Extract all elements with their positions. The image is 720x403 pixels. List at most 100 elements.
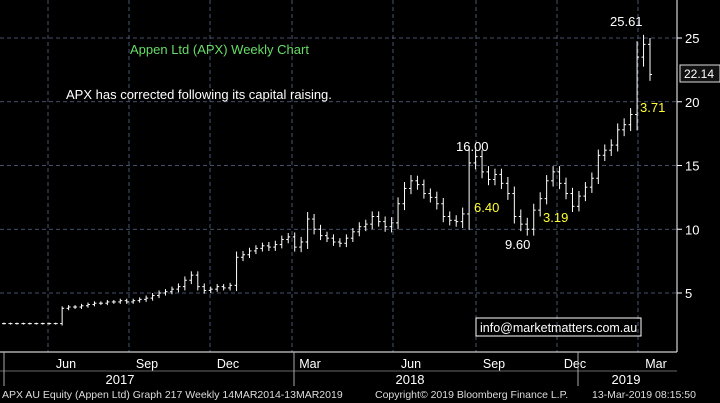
ohlc-bar xyxy=(318,224,323,241)
gridlines xyxy=(0,0,677,352)
ohlc-bar xyxy=(124,298,129,304)
ohlc-bar xyxy=(105,300,110,306)
footer-copyright: Copyright© 2019 Bloomberg Finance L.P. xyxy=(375,389,568,401)
ohlc-bar xyxy=(648,38,652,81)
x-month-label: Mar xyxy=(645,357,667,371)
ohlc-bar xyxy=(131,298,136,304)
y-tick-label: 20 xyxy=(685,95,699,110)
ohlc-bar xyxy=(337,238,342,248)
ohlc-bar xyxy=(460,207,465,228)
ohlc-bar xyxy=(8,322,13,325)
ohlc-bar xyxy=(221,284,226,291)
ohlc-bar xyxy=(441,198,446,223)
ohlc-bar xyxy=(350,227,355,242)
y-tick-label: 5 xyxy=(685,286,692,301)
ohlc-bar xyxy=(195,271,200,291)
ohlc-bar xyxy=(241,250,246,262)
ohlc-bar xyxy=(518,209,523,232)
ohlc-bar xyxy=(467,147,472,230)
ohlc-bar xyxy=(505,176,510,200)
contact-box xyxy=(475,317,642,337)
x-month-label: Sep xyxy=(483,357,505,371)
ohlc-bar xyxy=(408,175,413,195)
ohlc-bar xyxy=(247,247,252,258)
axes: 5 10 15 20 25 Jun Sep Dec Mar Jun Sep Dec Mar 2017 201… xyxy=(0,0,699,387)
y-tick-label: 15 xyxy=(685,159,699,174)
x-month-label: Dec xyxy=(564,357,586,371)
y-tick-label: 10 xyxy=(685,222,699,237)
ohlc-bar xyxy=(557,166,562,190)
ohlc-bar xyxy=(370,211,375,230)
price-annotations: 25.61 16.00 9.60 6.40 3.19 3.71 xyxy=(456,14,665,252)
ohlc-bar xyxy=(266,242,271,251)
ohlc-bar xyxy=(111,300,116,304)
ohlc-bar xyxy=(589,172,594,193)
price-bars xyxy=(2,34,652,326)
ohlc-bar xyxy=(325,231,329,242)
price-annotation: 6.40 xyxy=(474,200,499,215)
ohlc-bar xyxy=(486,166,491,186)
price-annotation: 3.71 xyxy=(640,100,665,115)
footer: APX AU Equity (Appen Ltd) Graph 217 Week… xyxy=(2,389,696,401)
ohlc-bar xyxy=(182,276,187,291)
ohlc-bar xyxy=(215,284,220,292)
price-annotation: 16.00 xyxy=(456,139,489,154)
x-month-label: Jun xyxy=(56,357,76,371)
ohlc-bar xyxy=(279,235,284,249)
ohlc-bar xyxy=(273,240,278,251)
ohlc-bar xyxy=(14,322,19,325)
ohlc-bar xyxy=(2,322,6,325)
ohlc-bar xyxy=(434,191,439,210)
ohlc-bar xyxy=(376,211,381,227)
ohlc-bar xyxy=(27,322,32,325)
ohlc-bar xyxy=(421,179,426,199)
ohlc-bar xyxy=(402,182,407,211)
last-price-box xyxy=(679,64,720,83)
ohlc-bar xyxy=(583,182,588,202)
ohlc-bar xyxy=(21,322,26,325)
ohlc-bar xyxy=(34,322,39,325)
ohlc-bar xyxy=(79,303,84,309)
ohlc-bar xyxy=(305,212,310,250)
x-month-label: Jun xyxy=(401,357,421,371)
ohlc-bar xyxy=(40,322,45,325)
ohlc-bar xyxy=(576,191,581,212)
ohlc-bar xyxy=(389,217,394,233)
ohlc-bar xyxy=(615,123,620,152)
ohlc-bar xyxy=(60,306,65,326)
ohlc-bar xyxy=(357,222,362,237)
ohlc-bar xyxy=(150,293,155,301)
ohlc-bar xyxy=(609,139,614,156)
ohlc-bar xyxy=(253,245,258,255)
last-price-marker: 22.14 xyxy=(679,64,720,83)
contact-email[interactable]: info@marketmatters.com.au xyxy=(480,321,637,335)
x-year-label: 2017 xyxy=(106,372,135,387)
ohlc-bar xyxy=(118,298,123,304)
ohlc-bar xyxy=(544,175,549,205)
ohlc-bar xyxy=(85,302,90,308)
ohlc-bar xyxy=(73,305,78,309)
ohlc-bar xyxy=(53,322,58,325)
ohlc-bar xyxy=(415,175,420,190)
ohlc-bar xyxy=(92,301,97,307)
ohlc-bar xyxy=(564,177,569,200)
ohlc-bar xyxy=(492,168,497,186)
ohlc-bar xyxy=(538,192,543,217)
footer-timestamp: 13-Mar-2019 08:15:50 xyxy=(592,389,696,401)
ohlc-bar xyxy=(551,166,556,187)
x-year-label: 2018 xyxy=(396,372,425,387)
ohlc-bar xyxy=(299,236,304,253)
ohlc-bar xyxy=(344,234,349,248)
ohlc-bar xyxy=(312,213,317,235)
ohlc-bar xyxy=(635,41,640,131)
ohlc-bar xyxy=(622,118,627,137)
x-month-label: Dec xyxy=(217,357,239,371)
price-annotation: 25.61 xyxy=(610,14,643,29)
chart-title: Appen Ltd (APX) Weekly Chart xyxy=(130,42,309,57)
ohlc-bar xyxy=(525,217,530,236)
ohlc-bar xyxy=(260,242,265,252)
ohlc-bar xyxy=(176,283,181,293)
ohlc-bar xyxy=(480,150,485,179)
ohlc-bar xyxy=(499,168,504,190)
